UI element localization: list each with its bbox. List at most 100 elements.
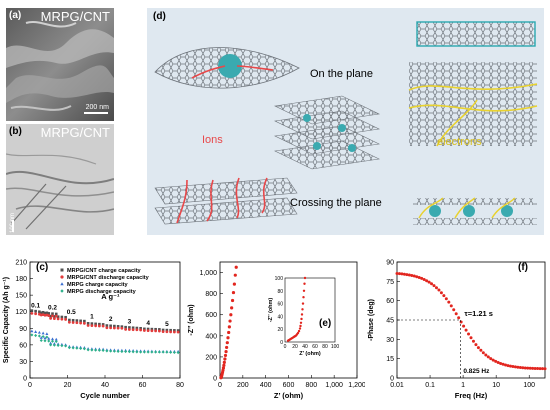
data-point xyxy=(109,349,113,353)
data-point xyxy=(43,339,47,343)
data-point xyxy=(94,322,97,326)
data-point xyxy=(504,363,508,367)
data-point xyxy=(467,332,471,336)
data-point xyxy=(172,350,176,355)
rate-label: 4 xyxy=(146,320,150,327)
data-point xyxy=(536,367,540,371)
data-point xyxy=(120,349,124,354)
inset-y-tick-label: 40 xyxy=(277,314,283,320)
data-point xyxy=(489,357,493,361)
data-point xyxy=(79,319,82,323)
data-point xyxy=(90,348,94,352)
inset-x-tick-label: 80 xyxy=(322,344,328,350)
y-axis-label: -Z’’ (ohm) xyxy=(188,304,195,335)
data-point xyxy=(432,284,436,288)
data-point xyxy=(131,326,135,330)
data-point xyxy=(395,271,399,275)
data-point xyxy=(105,349,109,353)
data-point xyxy=(231,290,236,295)
x-tick-label: 40 xyxy=(101,382,109,389)
data-point xyxy=(116,326,120,330)
data-point xyxy=(47,312,51,315)
data-point xyxy=(469,336,473,340)
data-point xyxy=(54,337,58,341)
data-point xyxy=(39,313,43,317)
data-point xyxy=(169,328,172,332)
data-point xyxy=(86,348,90,352)
y-tick-label: 800 xyxy=(205,291,217,298)
data-point xyxy=(233,273,237,277)
data-point xyxy=(135,326,139,330)
data-point xyxy=(439,291,443,295)
x-tick-label: 1,200 xyxy=(348,382,365,389)
data-point xyxy=(97,348,101,352)
rate-label: 2 xyxy=(109,316,113,323)
data-point xyxy=(37,330,41,334)
x-tick-label: 400 xyxy=(260,382,272,389)
data-point xyxy=(37,334,41,338)
data-point xyxy=(173,329,176,332)
data-point xyxy=(90,324,94,328)
cycling-chart-panel: 0 30 60 90 120 150 180 210 0 20 40 60 80 Cycle number… xyxy=(0,250,185,405)
data-point xyxy=(82,321,86,325)
data-point xyxy=(86,324,90,327)
plot-frame xyxy=(396,261,546,379)
data-point xyxy=(150,327,154,331)
data-point xyxy=(109,326,113,330)
panel-title: MRPG/CNT xyxy=(40,125,110,140)
data-point xyxy=(447,300,451,304)
data-point xyxy=(150,350,154,354)
data-point xyxy=(143,327,146,331)
data-point xyxy=(67,320,71,324)
data-point xyxy=(54,312,58,316)
data-point xyxy=(176,330,180,334)
data-point xyxy=(64,318,68,321)
y-tick-label: 30 xyxy=(19,359,27,366)
data-point xyxy=(52,317,56,321)
schematic-panel: (d) On the plane Crossing the plane Ions… xyxy=(147,8,544,235)
data-point xyxy=(538,367,542,371)
data-point xyxy=(225,341,229,345)
data-point xyxy=(68,318,71,322)
data-point xyxy=(131,350,135,354)
data-point xyxy=(415,275,419,279)
data-point xyxy=(97,324,101,328)
data-point xyxy=(161,328,165,332)
x-tick-label: 20 xyxy=(64,382,72,389)
inset-data-point xyxy=(301,302,305,305)
data-point xyxy=(222,360,226,364)
data-point xyxy=(230,306,234,310)
data-point xyxy=(101,348,105,352)
panel-tag: (d) xyxy=(153,11,166,22)
data-point xyxy=(53,315,56,318)
data-point xyxy=(481,351,485,355)
data-point xyxy=(116,325,120,328)
inset-y-tick-label: 60 xyxy=(277,302,283,308)
data-point xyxy=(56,315,60,318)
data-point xyxy=(52,343,56,347)
data-point xyxy=(43,313,47,317)
data-point xyxy=(427,280,431,284)
data-point xyxy=(400,272,404,276)
data-point xyxy=(52,342,56,345)
data-point xyxy=(105,326,109,330)
data-point xyxy=(34,312,38,316)
inset-data-point xyxy=(296,331,300,335)
y-tick-label: 90 xyxy=(19,326,27,333)
y-tick-label: 60 xyxy=(386,298,394,305)
data-point xyxy=(60,315,64,319)
rate-label: 5 xyxy=(165,321,169,328)
data-point xyxy=(425,279,429,283)
inset-data-point xyxy=(297,329,301,333)
data-point xyxy=(405,273,409,277)
data-point xyxy=(165,330,169,334)
data-point xyxy=(501,362,505,366)
data-point xyxy=(484,353,488,357)
x-tick-label: 1 xyxy=(461,382,465,389)
inset-y-tick-label: 20 xyxy=(277,327,283,333)
data-point xyxy=(518,366,522,370)
data-point xyxy=(228,319,232,323)
data-point xyxy=(109,324,112,328)
data-point xyxy=(146,350,150,354)
x-tick-label: 80 xyxy=(176,382,184,389)
